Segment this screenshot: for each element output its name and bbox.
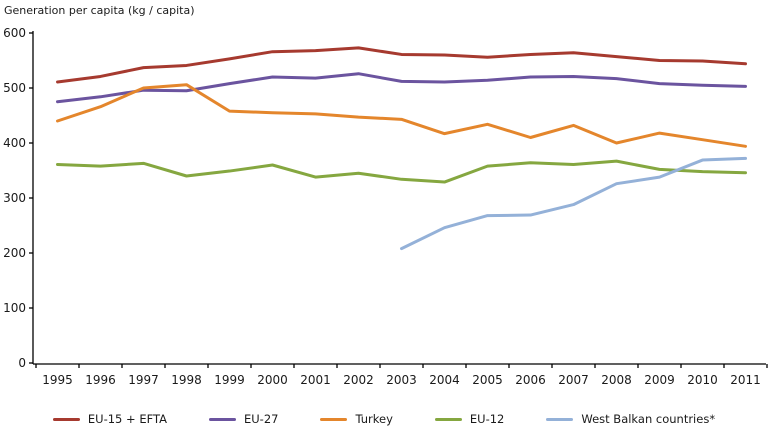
x-tick-label: 2009 xyxy=(644,373,675,387)
legend-label-eu-27: EU-27 xyxy=(244,412,279,426)
legend-label-turkey: Turkey xyxy=(355,412,393,426)
series-line-west-balkan-countries xyxy=(400,156,747,251)
x-tick-label: 2003 xyxy=(386,373,417,387)
legend-item-turkey: Turkey xyxy=(320,412,393,426)
x-tick-label: 2004 xyxy=(429,373,460,387)
legend-line-swatch-eu-15-efta xyxy=(52,417,80,421)
legend-line-swatch-eu-27 xyxy=(209,417,236,421)
legend-item-west-balkan-countries: West Balkan countries* xyxy=(546,412,715,426)
legend-item-eu-15-efta: EU-15 + EFTA xyxy=(52,412,167,426)
line-chart-canvas: 0 100 200 300 400 500 600 1995 1996 1997 1998 1999 2… xyxy=(3,26,768,387)
y-tick-label: 200 xyxy=(3,246,26,260)
series-line-eu-27 xyxy=(56,72,747,104)
y-tick-label: 100 xyxy=(3,301,26,315)
x-tick-label: 1997 xyxy=(128,373,159,387)
x-tick-label: 1995 xyxy=(42,373,73,387)
y-tick-label: 600 xyxy=(3,26,26,40)
x-tick-label: 2005 xyxy=(472,373,503,387)
x-tick-label: 2000 xyxy=(257,373,288,387)
x-tick-label: 2007 xyxy=(558,373,589,387)
series-line-eu-15-efta xyxy=(56,46,747,84)
legend-label-eu-15-efta: EU-15 + EFTA xyxy=(87,412,167,426)
x-tick-label: 2008 xyxy=(601,373,632,387)
y-tick-label: 400 xyxy=(3,136,26,150)
legend-line-swatch-turkey xyxy=(320,417,348,421)
series-line-turkey xyxy=(56,83,747,148)
chart-title: Generation per capita (kg / capita) xyxy=(4,4,195,17)
x-tick-label: 1999 xyxy=(214,373,245,387)
y-tick-label: 0 xyxy=(18,356,26,370)
y-tick-label: 300 xyxy=(3,191,26,205)
legend-label-eu-12: EU-12 xyxy=(469,412,505,426)
x-tick-label: 1998 xyxy=(171,373,202,387)
legend-line-swatch-eu-12 xyxy=(434,417,462,421)
legend-line-swatch-west-balkan-countries xyxy=(546,417,574,421)
legend-label-west-balkan-countries: West Balkan countries* xyxy=(581,412,716,426)
y-tick-label: 500 xyxy=(3,81,26,95)
series-line-eu-12 xyxy=(56,159,747,184)
x-tick-label: 2011 xyxy=(730,373,761,387)
legend-item-eu-27: EU-27 xyxy=(209,412,278,426)
chart-legend: EU-15 + EFTA EU-27 Turkey EU-12 West Balkan … xyxy=(0,412,768,426)
legend-item-eu-12: EU-12 xyxy=(434,412,505,426)
x-tick-label: 2001 xyxy=(300,373,331,387)
x-tick-label: 2002 xyxy=(343,373,374,387)
x-tick-label: 2010 xyxy=(687,373,718,387)
x-tick-label: 2006 xyxy=(515,373,546,387)
x-tick-label: 1996 xyxy=(85,373,116,387)
